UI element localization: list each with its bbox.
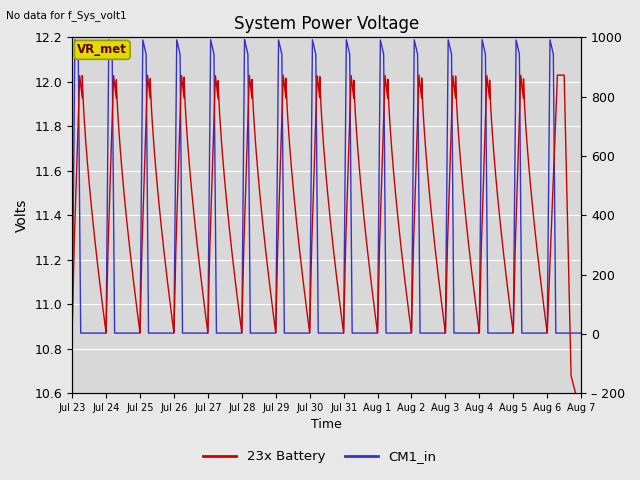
CM1_in <box>161 330 168 336</box>
Text: No data for f_Sys_volt1: No data for f_Sys_volt1 <box>6 10 127 21</box>
X-axis label: Time: Time <box>311 419 342 432</box>
23x Battery <box>374 329 381 335</box>
23x Battery <box>399 263 407 269</box>
Line: 23x Battery: 23x Battery <box>72 75 581 415</box>
Y-axis label: Volts: Volts <box>15 199 29 232</box>
CM1_in <box>577 330 585 336</box>
23x Battery <box>448 102 456 108</box>
CM1_in <box>448 111 456 117</box>
CM1_in <box>374 330 381 336</box>
23x Battery <box>487 102 495 108</box>
23x Battery <box>263 256 271 262</box>
Line: CM1_in: CM1_in <box>72 39 581 333</box>
CM1_in <box>68 330 76 336</box>
23x Battery <box>577 412 585 418</box>
Title: System Power Voltage: System Power Voltage <box>234 15 419 33</box>
CM1_in <box>487 330 495 336</box>
CM1_in <box>399 330 407 336</box>
Text: VR_met: VR_met <box>77 43 127 56</box>
CM1_in <box>263 330 271 336</box>
Legend: 23x Battery, CM1_in: 23x Battery, CM1_in <box>198 445 442 468</box>
23x Battery <box>554 72 561 78</box>
23x Battery <box>68 330 76 336</box>
23x Battery <box>161 254 168 260</box>
CM1_in <box>241 36 248 42</box>
